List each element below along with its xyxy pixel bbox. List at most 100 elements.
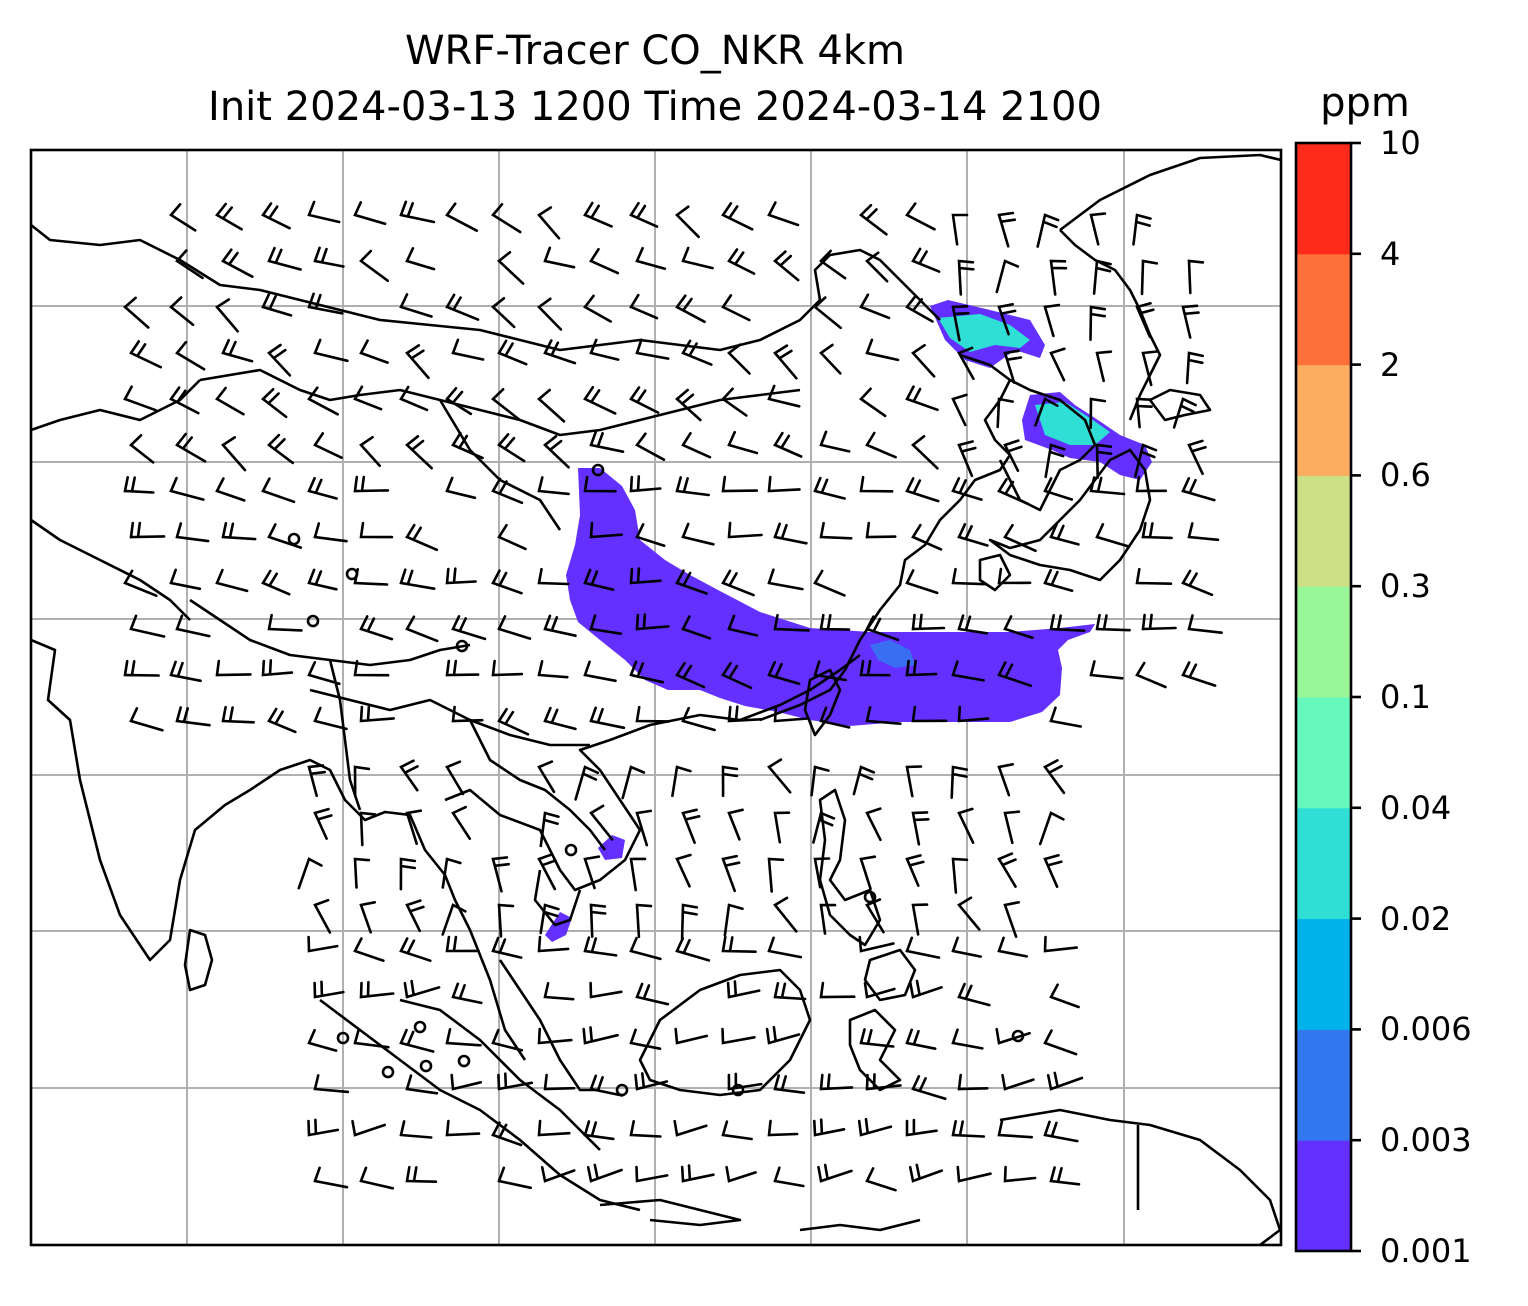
wind-barb (405, 899, 425, 933)
wind-barb (353, 1028, 390, 1049)
wind-barb (911, 343, 936, 378)
coastline-taiwan (803, 668, 842, 737)
wind-barb (997, 661, 1033, 687)
wind-barb (497, 1072, 534, 1091)
wind-barb (543, 614, 577, 637)
wind-barb (635, 613, 670, 631)
wind-barb (221, 705, 255, 724)
wind-barb (1140, 259, 1159, 296)
wind-barb (129, 340, 162, 369)
wind-barb (451, 805, 472, 840)
calm-wind-circle (336, 1031, 350, 1045)
colorbar-tick-label: 0.02 (1380, 899, 1452, 938)
wind-barb (1001, 1073, 1035, 1091)
wind-barb (1172, 397, 1197, 429)
wind-barb (359, 980, 395, 999)
wind-barb (997, 567, 1032, 585)
wind-barb (261, 569, 291, 596)
wind-barb (491, 388, 520, 421)
wind-barb (353, 937, 385, 962)
coastline-indochina (444, 653, 861, 892)
wind-barb (307, 292, 344, 315)
wind-barb (621, 765, 646, 800)
wind-barb (813, 660, 847, 682)
wind-barb (123, 296, 150, 329)
wind-barbs (123, 200, 1223, 1192)
wind-barb (589, 1074, 624, 1097)
wind-barb (353, 568, 389, 586)
wind-barb (629, 386, 660, 414)
wind-barb (675, 937, 711, 962)
wind-barb (445, 476, 477, 500)
wind-barb (589, 804, 614, 841)
border-kazakh (31, 379, 201, 432)
wind-barb (359, 339, 389, 364)
wind-barb (497, 339, 528, 366)
wind-barb (810, 765, 830, 797)
wind-barb (313, 898, 332, 934)
border-mongolia (31, 223, 941, 352)
wind-barb (997, 852, 1017, 888)
wind-barb (540, 1166, 576, 1183)
wind-barb (629, 936, 662, 961)
colorbar-tick-label: 0.1 (1380, 678, 1431, 716)
colorbar-segment (1296, 475, 1351, 587)
wind-barb (405, 435, 433, 470)
colorbar-tick-label: 0.003 (1380, 1121, 1472, 1160)
colorbar-tick-label: 2 (1380, 345, 1401, 384)
wind-barb (215, 659, 252, 677)
colorbar-tick-label: 0.006 (1380, 1010, 1472, 1049)
wind-barb (767, 475, 801, 493)
coastline-new-guinea (999, 1108, 1281, 1245)
wind-barb (909, 979, 943, 999)
wind-barb (1141, 613, 1177, 631)
calm-wind-circle (564, 843, 578, 857)
wind-barb (767, 1119, 799, 1137)
wind-barb (859, 203, 888, 236)
wind-barb (951, 1028, 984, 1050)
wind-barb (858, 935, 895, 953)
wind-barb (950, 765, 969, 799)
wind-barb (1043, 854, 1063, 888)
wind-barb (589, 338, 620, 361)
wind-barb (951, 477, 983, 501)
wind-barb (1003, 810, 1021, 845)
coastline-hokkaido (1148, 388, 1212, 422)
wind-barb (852, 765, 876, 796)
wind-barb (307, 568, 338, 591)
wind-barb (957, 896, 981, 931)
wind-barb (865, 1167, 897, 1192)
wind-barb (543, 706, 577, 731)
wind-barb (441, 903, 467, 936)
wind-barb (221, 522, 257, 541)
calm-wind-circle (345, 567, 359, 581)
coastline-sulawesi (848, 1008, 902, 1092)
wind-barb (267, 523, 303, 549)
tracer-plume-core (870, 640, 915, 668)
coastline-malay-peninsula (498, 959, 600, 1092)
wind-barb (297, 857, 323, 890)
wind-barb (727, 248, 756, 275)
wind-barb (911, 1075, 947, 1101)
wind-barb (773, 896, 798, 933)
wind-barb (773, 613, 810, 632)
wind-barb (813, 857, 831, 889)
wind-barb (543, 982, 575, 1001)
wind-barb (215, 386, 245, 416)
wind-barb (583, 475, 617, 493)
wind-barb (537, 1119, 571, 1137)
wind-barb (359, 1166, 395, 1190)
wind-barb (681, 246, 714, 270)
wind-barb (491, 477, 524, 505)
border-south-china (309, 688, 590, 747)
wind-barb (767, 857, 785, 893)
wind-barb (773, 522, 808, 545)
wind-barb (1043, 477, 1074, 501)
wind-barb (1185, 351, 1204, 385)
colorbar-tick-label: 0.001 (1380, 1232, 1472, 1270)
wind-barb (313, 706, 348, 731)
wind-barb (537, 935, 570, 953)
wind-barb (169, 660, 202, 683)
wind-barb (451, 705, 484, 723)
wind-barb (911, 903, 929, 936)
